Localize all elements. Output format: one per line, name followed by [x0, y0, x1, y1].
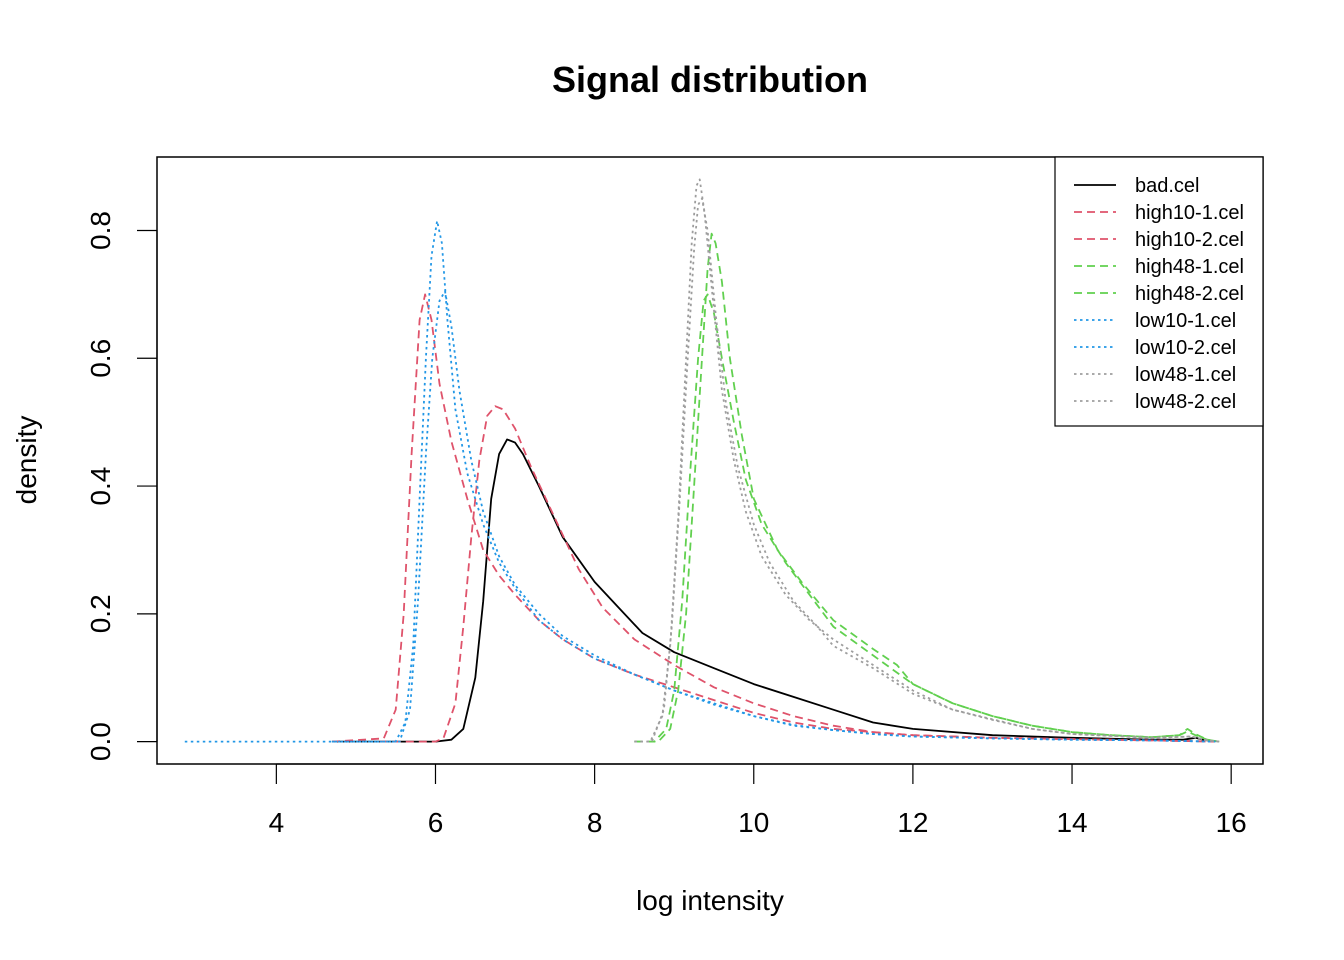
legend-label: bad.cel: [1135, 175, 1200, 197]
x-tick-label: 12: [897, 807, 928, 838]
legend-label: high10-1.cel: [1135, 202, 1244, 224]
x-tick-label: 14: [1056, 807, 1087, 838]
series-line-low48-1-cel: [634, 178, 1220, 743]
x-tick-label: 16: [1216, 807, 1247, 838]
x-tick-label: 6: [428, 807, 444, 838]
series-line-bad-cel: [332, 438, 1216, 743]
y-tick-label: 0.4: [85, 467, 116, 506]
series-line-high10-2-cel: [332, 293, 1216, 743]
legend-label: high48-2.cel: [1135, 283, 1244, 305]
legend-label: high48-1.cel: [1135, 256, 1244, 278]
legend-label: high10-2.cel: [1135, 229, 1244, 251]
legend-box: [1054, 156, 1264, 427]
x-tick-label: 4: [269, 807, 285, 838]
legend: bad.cel high10-1.cel high10-2.cel high48-1.…: [1054, 156, 1264, 427]
x-axis-label: log intensity: [636, 885, 784, 916]
x-tick-label: 10: [738, 807, 769, 838]
legend-label: low10-2.cel: [1135, 337, 1236, 359]
legend-label: low48-2.cel: [1135, 391, 1236, 413]
series-line-low48-2-cel: [634, 197, 1220, 743]
y-axis: 0.0 0.2 0.4 0.6 0.8: [85, 211, 158, 761]
series-line-high48-2-cel: [634, 293, 1220, 743]
y-tick-label: 0.6: [85, 339, 116, 378]
legend-label: low10-1.cel: [1135, 310, 1236, 332]
y-tick-label: 0.0: [85, 722, 116, 761]
series-line-high10-1-cel: [379, 405, 1216, 743]
legend-label: low48-1.cel: [1135, 364, 1236, 386]
y-tick-label: 0.2: [85, 594, 116, 633]
series-layer: [184, 178, 1220, 743]
y-axis-label: density: [11, 416, 42, 505]
y-tick-label: 0.8: [85, 211, 116, 250]
x-axis: 4 6 8 10 12 14 16: [269, 763, 1247, 838]
series-line-low10-2-cel: [332, 290, 1216, 743]
chart-title: Signal distribution: [552, 59, 868, 100]
x-tick-label: 8: [587, 807, 603, 838]
